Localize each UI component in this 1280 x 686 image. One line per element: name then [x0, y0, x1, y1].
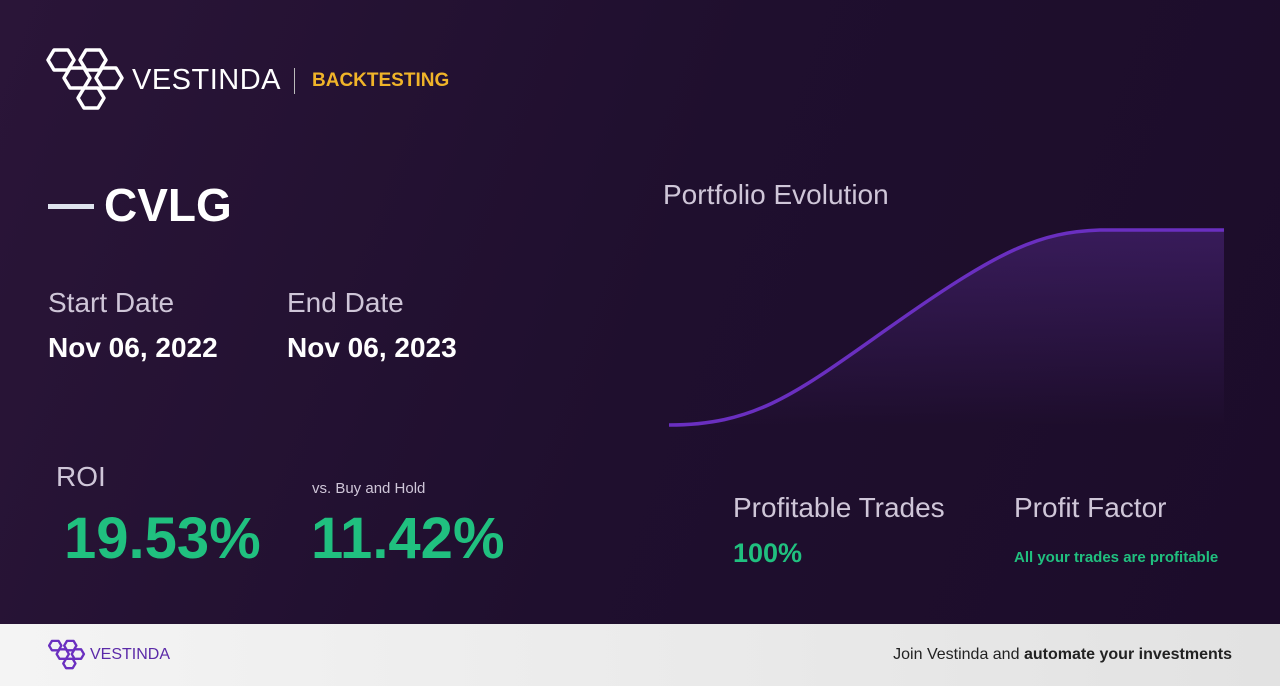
trades-label: Profitable Trades [733, 492, 945, 523]
compare-value: 11.42% [311, 506, 505, 571]
brand: VESTINDA [132, 64, 282, 96]
roi-label: ROI [56, 461, 106, 492]
separator [294, 68, 295, 94]
ticker: CVLG [104, 179, 232, 231]
end-date: Nov 06, 2023 [287, 332, 457, 363]
factor-value: All your trades are profitable [1014, 549, 1219, 566]
chart-title: Portfolio Evolution [663, 179, 889, 210]
curve-area [669, 230, 1224, 425]
start-label: Start Date [48, 287, 175, 318]
asset-logo [48, 204, 94, 209]
compare-label: vs. Buy and Hold [312, 480, 426, 497]
footer-cta: Join Vestinda and automate your investme… [893, 646, 1232, 664]
footer: VESTINDA Join Vestinda and automate your… [0, 624, 1280, 686]
end-label: End Date [287, 287, 404, 318]
portfolio-curve [668, 228, 1224, 427]
logo [46, 48, 124, 110]
cta-prefix: Join Vestinda and [893, 646, 1020, 663]
footer-logo [48, 639, 86, 670]
start-date: Nov 06, 2022 [48, 332, 218, 363]
factor-label: Profit Factor [1014, 492, 1167, 523]
curve-line [668, 228, 1224, 427]
trades-value: 100% [733, 538, 803, 568]
section-title: BACKTESTING [312, 70, 450, 91]
footer-brand: VESTINDA [90, 646, 171, 663]
roi-value: 19.53% [64, 506, 261, 571]
cta-bold[interactable]: automate your investments [1023, 646, 1232, 663]
